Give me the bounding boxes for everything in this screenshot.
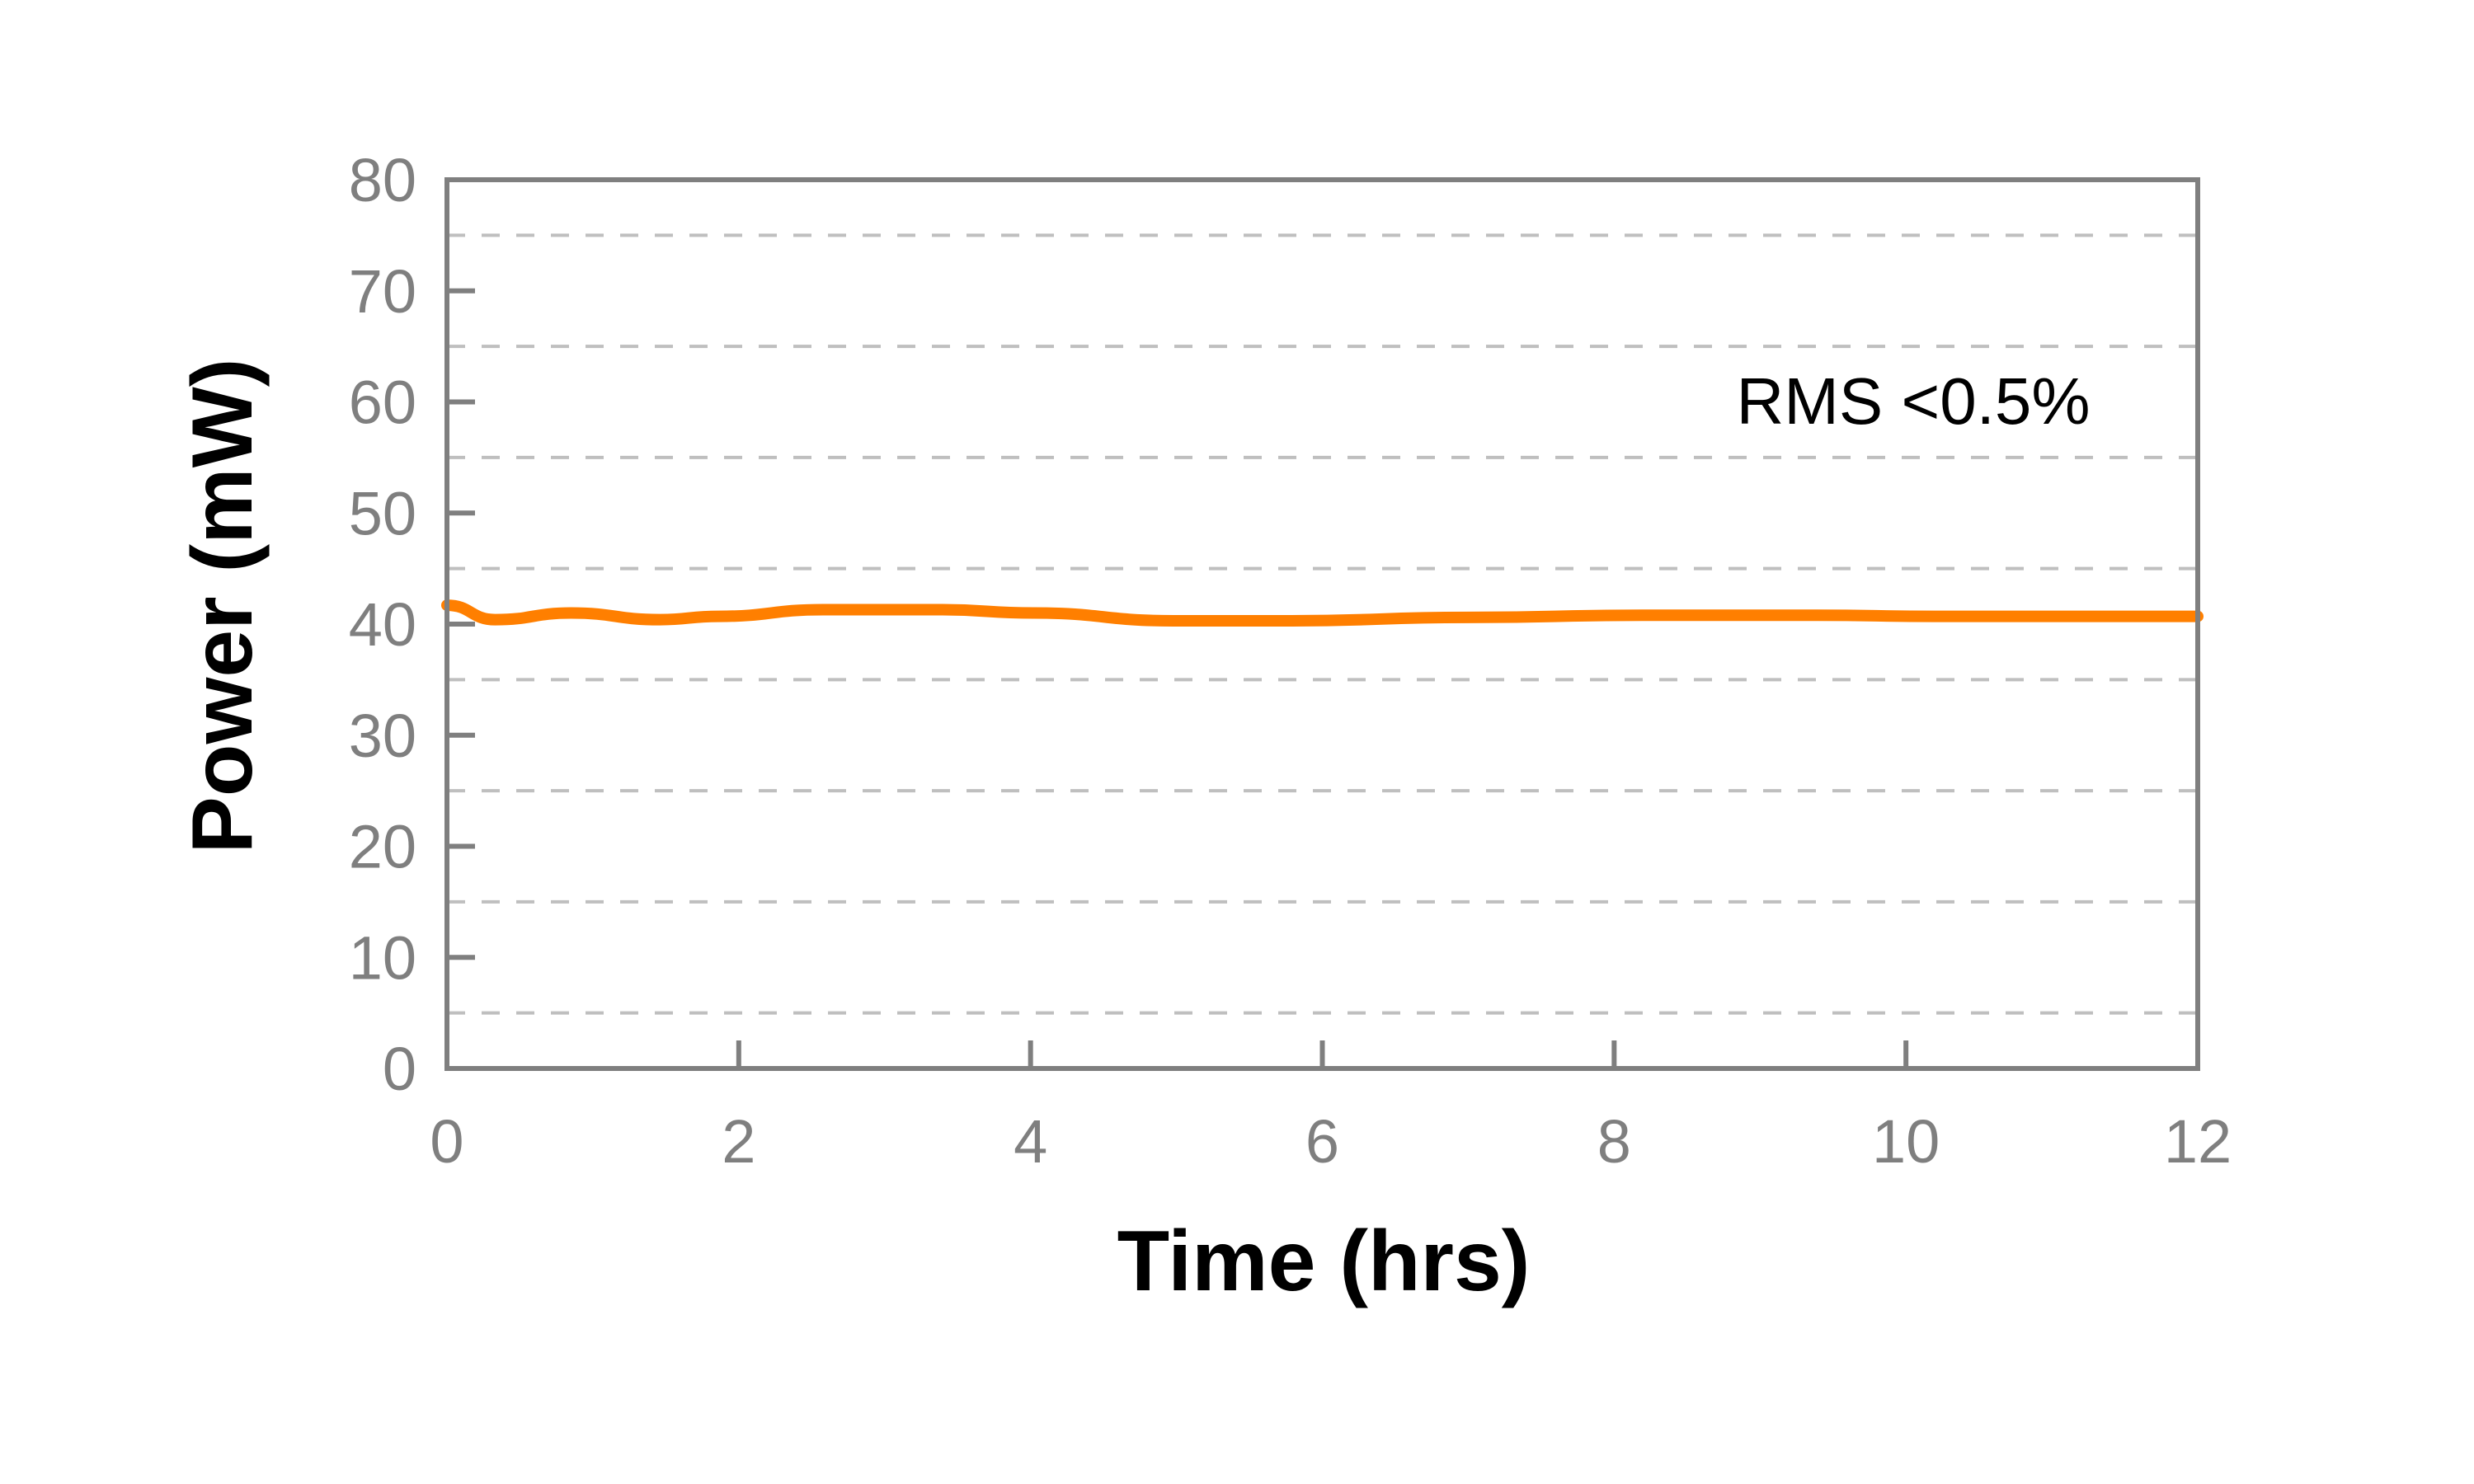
x-tick-label: 6 [1305,1107,1339,1176]
x-tick-label: 8 [1597,1107,1631,1176]
axis-ticks [447,288,1909,1068]
y-tick-label: 20 [349,813,416,881]
y-tick-label: 40 [349,590,416,659]
y-tick-label: 70 [349,257,416,326]
y-axis-title: Power (mW) [175,359,270,854]
x-tick-label: 2 [722,1107,755,1176]
grid-lines [447,233,2198,1015]
annotation-rms: RMS <0.5% [1736,364,2090,438]
y-tick-label: 50 [349,479,416,547]
y-tick-label: 10 [349,923,416,992]
x-tick-label: 0 [430,1107,463,1176]
series-layer [441,599,2204,627]
y-tick-label: 30 [349,702,416,770]
y-tick-label: 80 [349,146,416,214]
x-tick-label: 10 [1872,1107,1940,1176]
x-tick-label: 4 [1014,1107,1047,1176]
series-line [441,599,2204,627]
y-tick-labels: 0 10 20 30 40 50 60 70 80 [349,146,416,1103]
x-tick-label: 12 [2164,1107,2232,1176]
plot-frame [444,177,2200,1071]
x-axis-title: Time (hrs) [1117,1214,1531,1309]
y-tick-label: 0 [383,1035,416,1103]
y-tick-label: 60 [349,369,416,437]
x-tick-labels: 0 2 4 6 8 10 12 [430,1107,2232,1176]
